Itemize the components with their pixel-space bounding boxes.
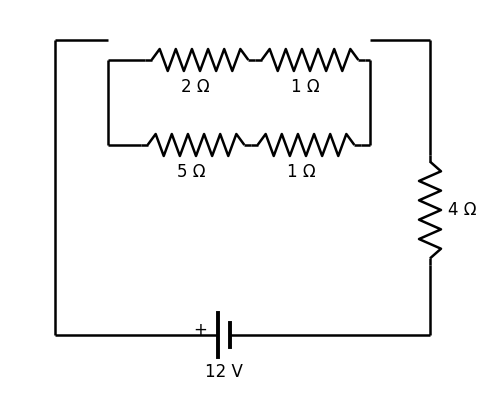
Text: 4 Ω: 4 Ω [448, 201, 476, 219]
Text: 2 Ω: 2 Ω [181, 78, 209, 96]
Text: +: + [193, 321, 207, 339]
Text: 1 Ω: 1 Ω [287, 163, 315, 181]
Text: 5 Ω: 5 Ω [177, 163, 205, 181]
Text: 1 Ω: 1 Ω [291, 78, 319, 96]
Text: 12 V: 12 V [205, 363, 243, 381]
